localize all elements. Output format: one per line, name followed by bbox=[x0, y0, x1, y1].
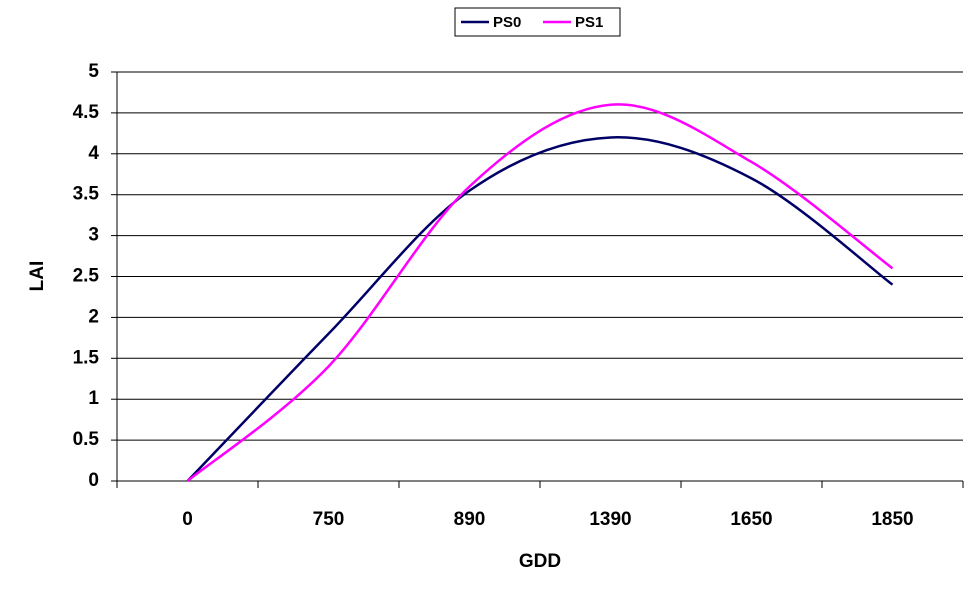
y-tick-label: 3.5 bbox=[73, 184, 100, 205]
x-tick-label: 1650 bbox=[730, 509, 772, 530]
y-tick-label: 3 bbox=[88, 225, 99, 246]
line-series bbox=[186, 103, 894, 482]
y-tick-label: 1 bbox=[88, 388, 99, 409]
legend-label: PS1 bbox=[575, 14, 603, 31]
x-tick-label: 890 bbox=[454, 509, 486, 530]
line-series bbox=[186, 136, 894, 482]
legend: PS0 PS1 bbox=[454, 7, 621, 37]
y-tick-label: 0.5 bbox=[73, 429, 100, 450]
x-tick-label: 0 bbox=[182, 509, 193, 530]
x-tick-label: 1850 bbox=[871, 509, 913, 530]
y-tick-label: 0 bbox=[88, 470, 99, 491]
x-axis-title: GDD bbox=[519, 551, 561, 572]
y-tick-label: 4 bbox=[88, 143, 99, 164]
x-tick-label: 750 bbox=[313, 509, 345, 530]
x-tick-label: 1390 bbox=[589, 509, 631, 530]
y-tick-label: 2.5 bbox=[73, 266, 100, 287]
y-tick-label: 2 bbox=[88, 306, 99, 327]
y-tick-label: 4.5 bbox=[73, 102, 100, 123]
legend-label: PS0 bbox=[493, 14, 521, 31]
y-axis-title: LAI bbox=[27, 261, 48, 292]
y-tick-label: 1.5 bbox=[73, 347, 100, 368]
y-tick-label: 5 bbox=[88, 61, 99, 82]
